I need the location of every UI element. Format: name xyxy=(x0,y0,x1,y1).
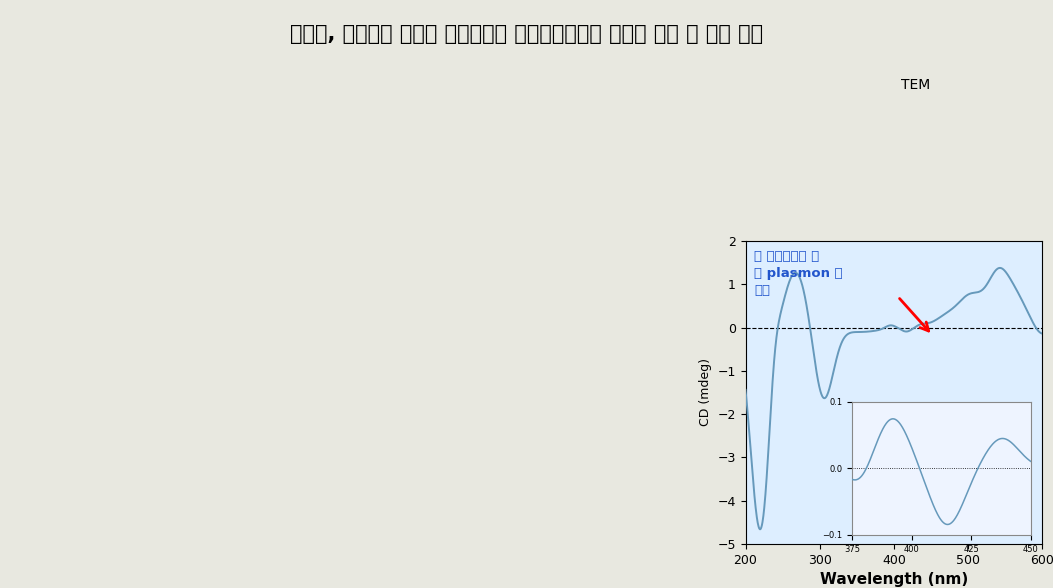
Text: 금 나노입자로 인
한 plasmon 픽
관찰: 금 나노입자로 인 한 plasmon 픽 관찰 xyxy=(754,250,843,297)
X-axis label: Wavelength (nm): Wavelength (nm) xyxy=(820,572,968,587)
Text: 고분자, 펩타이드 카이랄 플라즈모닉 나노하이브리드 구조체 구조 및 특성 분석: 고분자, 펩타이드 카이랄 플라즈모닉 나노하이브리드 구조체 구조 및 특성 … xyxy=(290,24,763,44)
Text: TEM: TEM xyxy=(901,78,931,92)
Text: CD: CD xyxy=(747,247,775,265)
Y-axis label: CD (mdeg): CD (mdeg) xyxy=(699,359,712,426)
